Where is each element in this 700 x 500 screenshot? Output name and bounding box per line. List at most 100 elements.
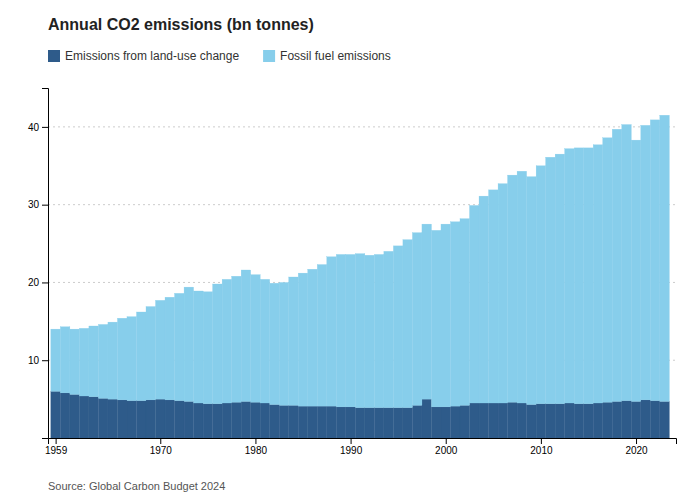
bar	[603, 402, 613, 438]
bar	[508, 402, 518, 438]
bar	[308, 269, 318, 406]
bar	[136, 312, 146, 401]
bar	[232, 402, 242, 438]
bar	[441, 407, 451, 438]
bar	[489, 403, 499, 438]
bar	[251, 275, 261, 403]
tick-mark	[636, 438, 637, 444]
bar	[603, 138, 613, 402]
bar	[70, 394, 80, 438]
bar	[498, 403, 508, 438]
tick: 1959	[45, 438, 68, 456]
tick: 40	[28, 122, 48, 133]
tick: 10	[28, 355, 48, 366]
tick-mark	[351, 438, 352, 444]
bar	[584, 148, 594, 404]
bar	[203, 404, 213, 438]
bar	[374, 254, 384, 407]
bar	[460, 405, 470, 438]
bar	[517, 171, 527, 403]
bar	[536, 166, 546, 404]
bar	[213, 284, 223, 404]
tick-mark	[255, 438, 256, 444]
bar	[127, 401, 137, 438]
tick-label: 1990	[340, 445, 363, 456]
bar	[384, 408, 394, 438]
bar	[412, 233, 422, 406]
bar	[175, 401, 185, 438]
bar	[641, 125, 651, 400]
bar	[660, 115, 670, 401]
bar	[194, 403, 204, 438]
bar	[470, 205, 480, 403]
x-axis: 1959197019801990200020102020	[45, 438, 677, 456]
bar	[222, 279, 232, 403]
tick-label: 2020	[625, 445, 648, 456]
bar	[70, 329, 80, 394]
bar	[660, 401, 670, 438]
chart: 195919701980199020002010202010203040Annu…	[0, 0, 700, 500]
bar	[431, 407, 441, 438]
tick: 1970	[150, 438, 173, 456]
bar	[612, 129, 622, 401]
legend-item: Fossil fuel emissions	[263, 49, 391, 63]
bar	[51, 391, 61, 438]
bar	[441, 224, 451, 407]
bar	[612, 401, 622, 438]
tick: 2010	[530, 438, 553, 456]
bar	[184, 287, 194, 401]
bar	[374, 408, 384, 438]
bar	[317, 265, 327, 407]
annotation: Source: Global Carbon Budget 2024	[48, 480, 225, 492]
bar	[508, 175, 518, 402]
legend-swatch	[48, 50, 60, 62]
tick-label: 30	[28, 199, 40, 210]
bar	[355, 408, 365, 438]
bars	[51, 115, 669, 438]
bar	[213, 404, 223, 438]
tick-mark	[160, 438, 161, 444]
bar	[565, 403, 575, 438]
bar	[489, 190, 499, 403]
bar	[555, 154, 565, 404]
bar	[108, 399, 118, 438]
tick-label: 20	[28, 277, 40, 288]
bar	[127, 317, 137, 401]
bar	[298, 273, 308, 406]
bar	[422, 224, 432, 399]
tick-mark	[446, 438, 447, 444]
bar	[317, 406, 327, 438]
bar	[60, 393, 70, 438]
bar	[412, 405, 422, 438]
bar	[574, 404, 584, 438]
bar	[650, 120, 660, 401]
bar	[327, 406, 337, 438]
bar	[336, 407, 346, 438]
bar	[479, 196, 489, 403]
bar	[146, 400, 156, 438]
bar	[146, 307, 156, 400]
tick-label: 2000	[435, 445, 458, 456]
bar	[260, 279, 270, 403]
bar	[136, 401, 146, 438]
bar	[584, 404, 594, 438]
bar	[279, 405, 289, 438]
axis-line	[42, 89, 49, 439]
bar	[336, 254, 346, 406]
bar	[232, 276, 242, 402]
bar	[403, 408, 413, 438]
bar	[470, 403, 480, 438]
bar	[117, 318, 127, 400]
bar	[593, 403, 603, 438]
bar	[241, 401, 251, 438]
tick: 2000	[435, 438, 458, 456]
legend-item: Emissions from land-use change	[48, 49, 239, 63]
bar	[60, 327, 70, 393]
bar	[346, 407, 356, 438]
bar	[260, 403, 270, 438]
bar	[479, 403, 489, 438]
title: Annual CO2 emissions (bn tonnes)	[48, 16, 314, 33]
bar	[650, 401, 660, 438]
series	[51, 115, 669, 407]
tick-mark	[56, 438, 57, 444]
